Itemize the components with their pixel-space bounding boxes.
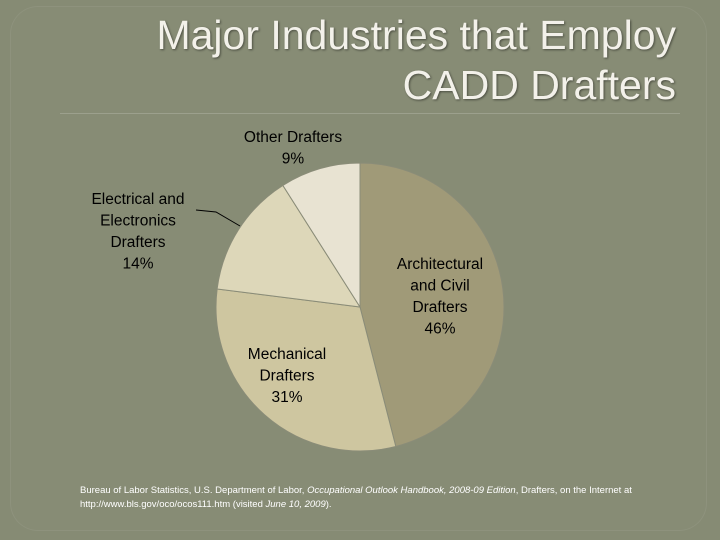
slice-label-line: Electronics: [100, 213, 176, 230]
slice-label-line: Mechanical: [248, 346, 326, 363]
slice-label-4: Other Drafters 9%: [244, 129, 342, 168]
slice-label-1: Architectural and Civil Drafters 46%: [397, 256, 483, 338]
slice-percent: 46%: [424, 321, 455, 338]
slice-label-line: Drafters: [110, 234, 165, 251]
leader-line-3: [195, 209, 241, 227]
footnote-text-1: Bureau of Labor Statistics, U.S. Departm…: [80, 485, 308, 496]
slice-label-line: Drafters: [259, 368, 314, 385]
slice-labels: Architectural and Civil Drafters 46% Mechani…: [91, 129, 483, 406]
title-line-1: Major Industries that Employ: [156, 12, 676, 58]
title-line-2: CADD Drafters: [402, 62, 676, 108]
slice-percent: 31%: [271, 389, 302, 406]
slide-title: Major Industries that Employ CADD Drafte…: [56, 10, 676, 110]
pie-slice-4: [282, 162, 361, 309]
slice-label-line: Other Drafters: [244, 129, 342, 146]
pie-slice-3: [216, 184, 361, 308]
slice-label-2: Mechanical Drafters 31%: [248, 346, 326, 406]
pie-slice-1: [359, 162, 505, 448]
leader-lines: [195, 209, 241, 227]
slice-percent: 9%: [282, 151, 305, 168]
slice-label-3: Electrical and Electronics Drafters 14%: [91, 191, 184, 273]
pie-slices: [215, 162, 505, 452]
title-divider: [60, 113, 680, 114]
pie-slice-2: [215, 288, 397, 452]
footnote-visited-date: June 10, 2009: [265, 499, 326, 510]
source-footnote: Bureau of Labor Statistics, U.S. Departm…: [80, 484, 650, 512]
slice-label-line: Architectural: [397, 256, 483, 273]
footnote-text-2: , Drafters, on the Internet at http://ww…: [80, 485, 632, 510]
footnote-publication: Occupational Outlook Handbook, 2008-09 E…: [307, 485, 516, 496]
slice-label-line: Electrical and: [91, 191, 184, 208]
slice-label-line: and Civil: [410, 278, 469, 295]
slice-percent: 14%: [122, 256, 153, 273]
footnote-text-3: ).: [325, 499, 332, 510]
slice-label-line: Drafters: [412, 299, 467, 316]
